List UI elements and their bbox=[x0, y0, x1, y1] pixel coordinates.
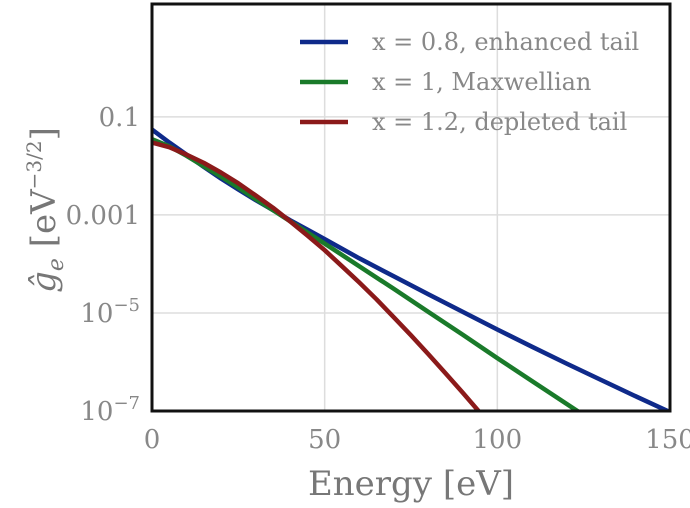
legend-label-1: x = 1, Maxwellian bbox=[372, 68, 591, 96]
series-line-1 bbox=[152, 137, 582, 411]
legend: x = 0.8, enhanced tail x = 1, Maxwellian… bbox=[300, 28, 639, 136]
grid bbox=[152, 4, 670, 411]
series-layer bbox=[152, 127, 670, 411]
y-tick-label-2: 10−5 bbox=[80, 295, 140, 329]
x-tick-label-1: 50 bbox=[308, 425, 341, 455]
x-tick-label-0: 0 bbox=[144, 425, 161, 455]
y-tick-label-0: 0.1 bbox=[99, 103, 140, 133]
x-tick-label-2: 100 bbox=[473, 425, 523, 455]
y-tick-label-1: 0.001 bbox=[66, 201, 140, 231]
tick-labels: 0 50 100 150 0.1 0.001 10−5 10−7 bbox=[66, 103, 690, 455]
plot-frame bbox=[150, 2, 672, 413]
series-line-2 bbox=[152, 140, 482, 411]
legend-label-0: x = 0.8, enhanced tail bbox=[372, 28, 639, 56]
y-tick-label-3: 10−7 bbox=[80, 393, 140, 427]
y-axis-label: ĝe [eV−3/2] bbox=[22, 127, 69, 293]
x-axis-label: Energy [eV] bbox=[308, 464, 514, 504]
series-line-0 bbox=[152, 127, 670, 411]
x-tick-label-3: 150 bbox=[645, 425, 690, 455]
legend-label-2: x = 1.2, depleted tail bbox=[372, 108, 627, 136]
